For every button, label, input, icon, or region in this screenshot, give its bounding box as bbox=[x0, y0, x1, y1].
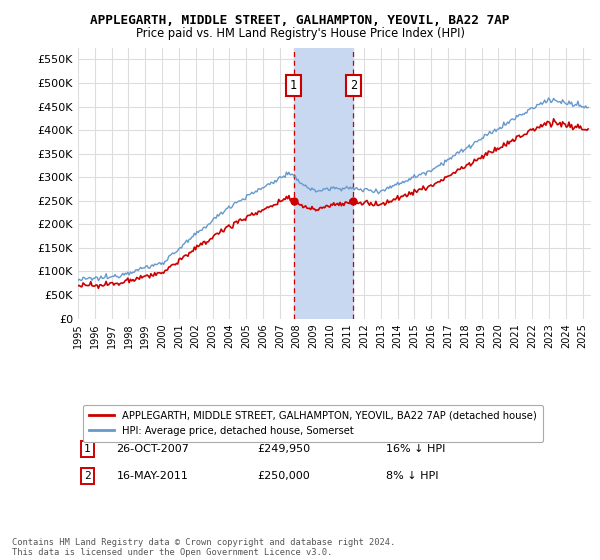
Legend: APPLEGARTH, MIDDLE STREET, GALHAMPTON, YEOVIL, BA22 7AP (detached house), HPI: A: APPLEGARTH, MIDDLE STREET, GALHAMPTON, Y… bbox=[83, 405, 543, 442]
Text: 1: 1 bbox=[290, 79, 297, 92]
Bar bbox=[293, 48, 353, 319]
Text: 2: 2 bbox=[350, 79, 357, 92]
Text: 16-MAY-2011: 16-MAY-2011 bbox=[116, 471, 188, 480]
Text: 1: 1 bbox=[84, 444, 91, 454]
Text: 8% ↓ HPI: 8% ↓ HPI bbox=[386, 471, 438, 480]
Text: 2: 2 bbox=[84, 471, 91, 480]
Text: £249,950: £249,950 bbox=[257, 444, 311, 454]
Text: Price paid vs. HM Land Registry's House Price Index (HPI): Price paid vs. HM Land Registry's House … bbox=[136, 27, 464, 40]
Text: APPLEGARTH, MIDDLE STREET, GALHAMPTON, YEOVIL, BA22 7AP: APPLEGARTH, MIDDLE STREET, GALHAMPTON, Y… bbox=[91, 14, 509, 27]
Text: £250,000: £250,000 bbox=[257, 471, 310, 480]
Text: 16% ↓ HPI: 16% ↓ HPI bbox=[386, 444, 445, 454]
Text: 26-OCT-2007: 26-OCT-2007 bbox=[116, 444, 190, 454]
Text: Contains HM Land Registry data © Crown copyright and database right 2024.
This d: Contains HM Land Registry data © Crown c… bbox=[12, 538, 395, 557]
